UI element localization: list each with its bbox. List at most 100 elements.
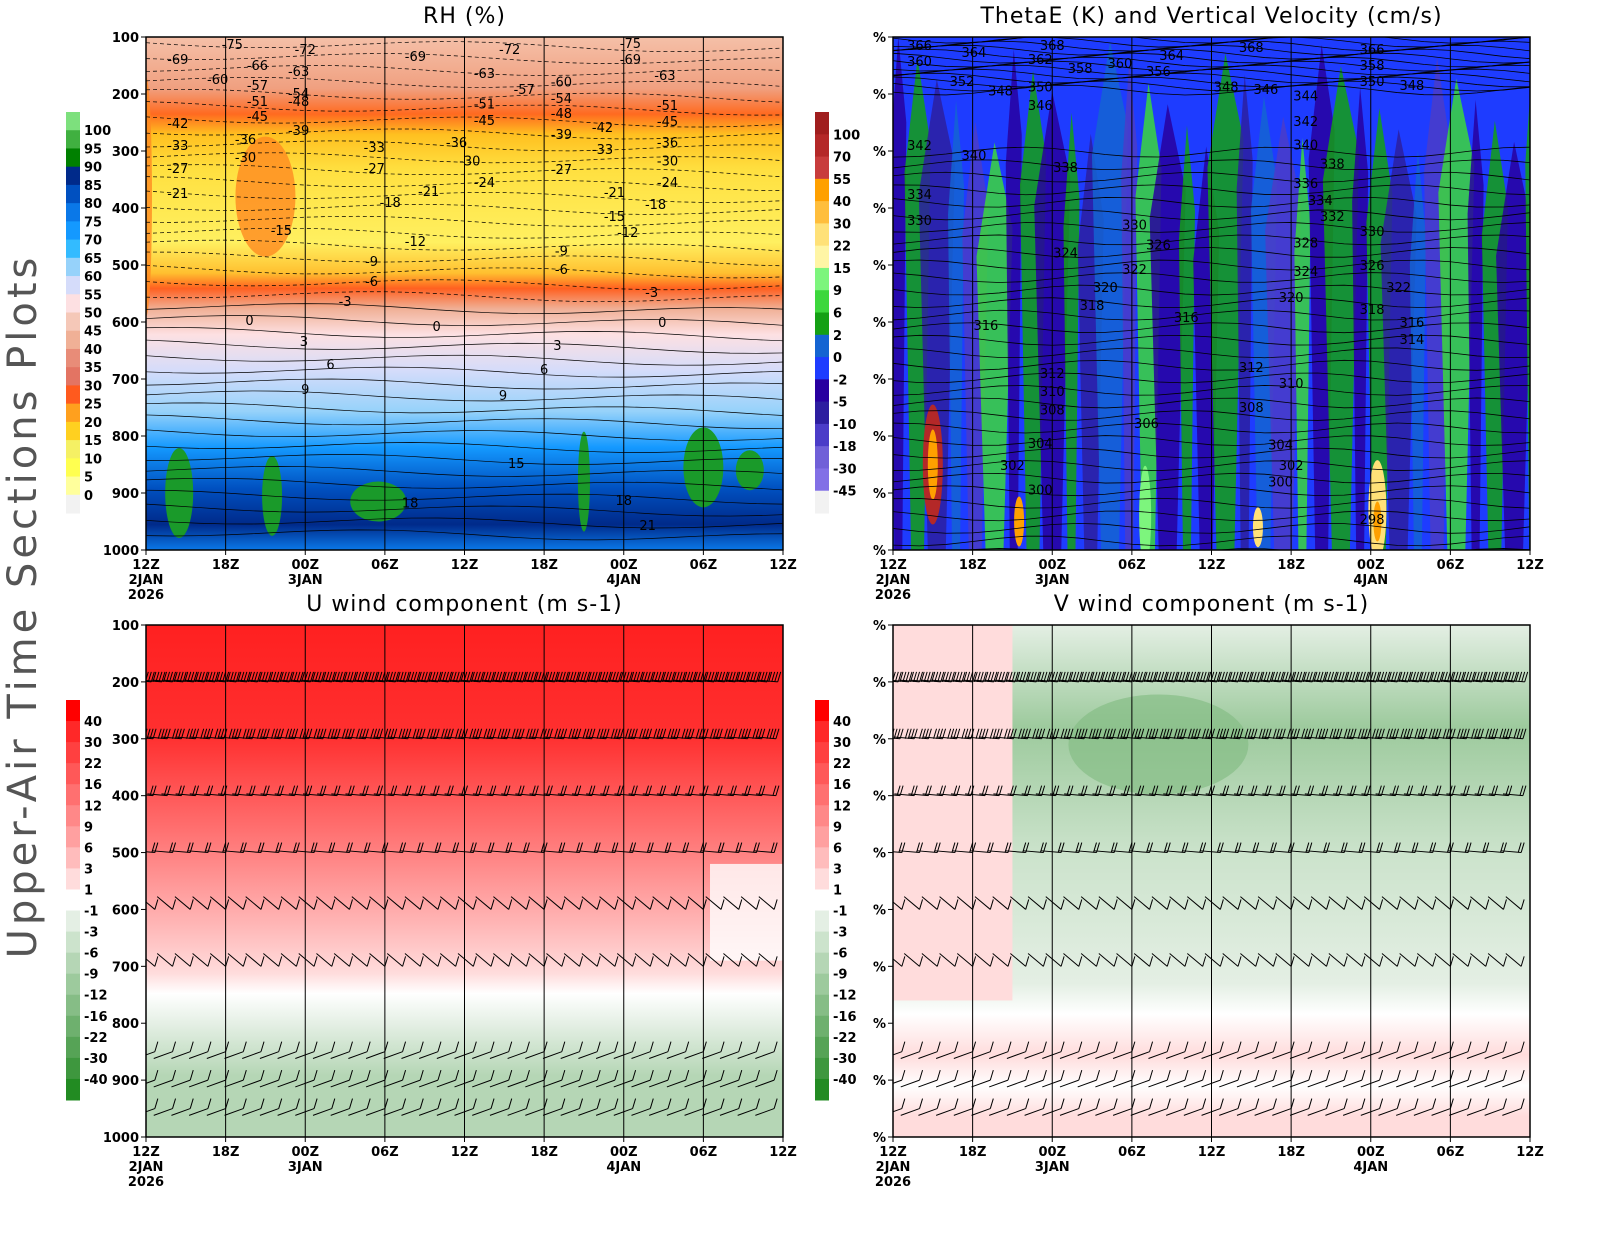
barb-shaft <box>1183 1079 1203 1088</box>
barb-feather <box>214 671 219 683</box>
barb-shaft <box>1487 953 1504 967</box>
barb-feather <box>1272 1098 1277 1109</box>
barb-shaft <box>440 896 456 910</box>
wind-barb <box>918 1069 941 1088</box>
barb-feather <box>1007 1098 1012 1109</box>
wind-barb <box>1130 1098 1154 1116</box>
barb-feather <box>685 1069 690 1081</box>
wind-barb <box>992 953 1012 967</box>
barb-feather <box>892 615 895 625</box>
contour-label: -6 <box>365 275 378 290</box>
barb-feather <box>1386 728 1391 739</box>
barb-shaft <box>295 1079 315 1088</box>
barb-feather <box>1139 671 1143 683</box>
barb-feather <box>918 728 923 739</box>
barb-feather <box>721 671 726 683</box>
wind-barb <box>918 1041 941 1059</box>
colorbar-box <box>815 267 829 291</box>
barb-shaft <box>755 1051 775 1059</box>
barb-feather <box>745 625 747 626</box>
barb-feather <box>945 625 946 626</box>
wind-barb <box>227 953 247 967</box>
barb-shaft <box>1112 1079 1133 1088</box>
barb-shaft <box>1222 896 1239 910</box>
barb-feather <box>370 728 375 739</box>
wind-barb <box>737 1041 760 1059</box>
y-tick-label: % <box>873 316 886 331</box>
barb-feather <box>738 1041 743 1052</box>
wind-barb <box>1470 896 1490 910</box>
barb-shaft <box>1399 896 1416 910</box>
y-tick-label: 400 <box>112 202 139 217</box>
barb-feather <box>1482 625 1483 626</box>
barb-feather <box>1078 956 1083 967</box>
barb-feather <box>1272 1041 1277 1052</box>
wind-barb <box>631 1098 654 1116</box>
barb-feather <box>215 625 216 626</box>
barb-feather <box>774 671 779 683</box>
barb-feather <box>1057 671 1062 683</box>
wind-barb <box>1201 1041 1224 1059</box>
thetae-contour <box>893 574 1530 584</box>
colorbar-box <box>66 784 80 806</box>
barb-feather <box>901 1069 906 1081</box>
barb-shaft <box>1381 896 1398 910</box>
barb-feather <box>954 1098 959 1109</box>
barb-feather <box>187 625 189 626</box>
colorbar-box <box>66 994 80 1017</box>
barb-feather <box>219 625 221 626</box>
colorbar-box <box>66 805 80 827</box>
barb-shaft <box>1027 953 1044 967</box>
barb-feather <box>267 671 272 683</box>
barb-feather <box>1485 1041 1490 1052</box>
wind-barb <box>666 1098 690 1116</box>
wind-barb <box>173 671 198 683</box>
barb-feather <box>954 899 959 910</box>
barb-shaft <box>971 1079 991 1088</box>
barb-shaft <box>404 953 421 967</box>
wind-barb <box>1236 1098 1260 1116</box>
barb-feather <box>275 625 277 626</box>
barb-feather <box>1326 1069 1330 1081</box>
wind-barb <box>330 1098 353 1116</box>
barb-shaft <box>192 896 209 910</box>
barb-shaft <box>206 1108 226 1116</box>
barb-feather <box>232 671 237 683</box>
wind-barb <box>1059 1069 1083 1088</box>
barb-shaft <box>1363 953 1380 967</box>
barb-feather <box>1404 671 1409 683</box>
barb-shaft <box>649 1051 669 1059</box>
barb-feather <box>936 1069 941 1081</box>
barb-shaft <box>330 1079 350 1088</box>
barb-feather <box>972 625 974 626</box>
barb-shaft <box>348 1051 368 1059</box>
barb-feather <box>1078 1098 1083 1109</box>
barb-feather <box>959 625 960 626</box>
barb-feather <box>310 671 315 683</box>
barb-shaft <box>493 953 510 967</box>
contour-label: 326 <box>1146 239 1171 254</box>
barb-shaft <box>1006 1108 1026 1116</box>
barb-feather <box>1219 899 1224 910</box>
barb-shaft <box>507 1108 527 1116</box>
barb-feather <box>628 671 633 683</box>
barb-shaft <box>1063 953 1080 967</box>
barb-feather <box>455 1069 460 1081</box>
barb-feather <box>667 1098 672 1109</box>
barb-feather <box>1468 625 1470 626</box>
barb-shaft <box>263 953 280 967</box>
barb-feather <box>190 625 192 626</box>
barb-shaft <box>1325 1051 1345 1059</box>
barb-feather <box>1258 728 1263 739</box>
barb-feather <box>186 728 191 739</box>
barb-feather <box>1499 728 1504 739</box>
barb-feather <box>1502 1069 1507 1081</box>
barb-feather <box>1451 625 1453 626</box>
barb-feather <box>242 956 247 967</box>
barb-feather <box>207 1098 212 1109</box>
barb-feather <box>370 671 375 683</box>
colorbar-label: 40 <box>833 195 851 210</box>
wind-barb <box>1462 625 1473 626</box>
barb-feather <box>1078 671 1083 683</box>
barb-feather <box>1248 671 1253 683</box>
